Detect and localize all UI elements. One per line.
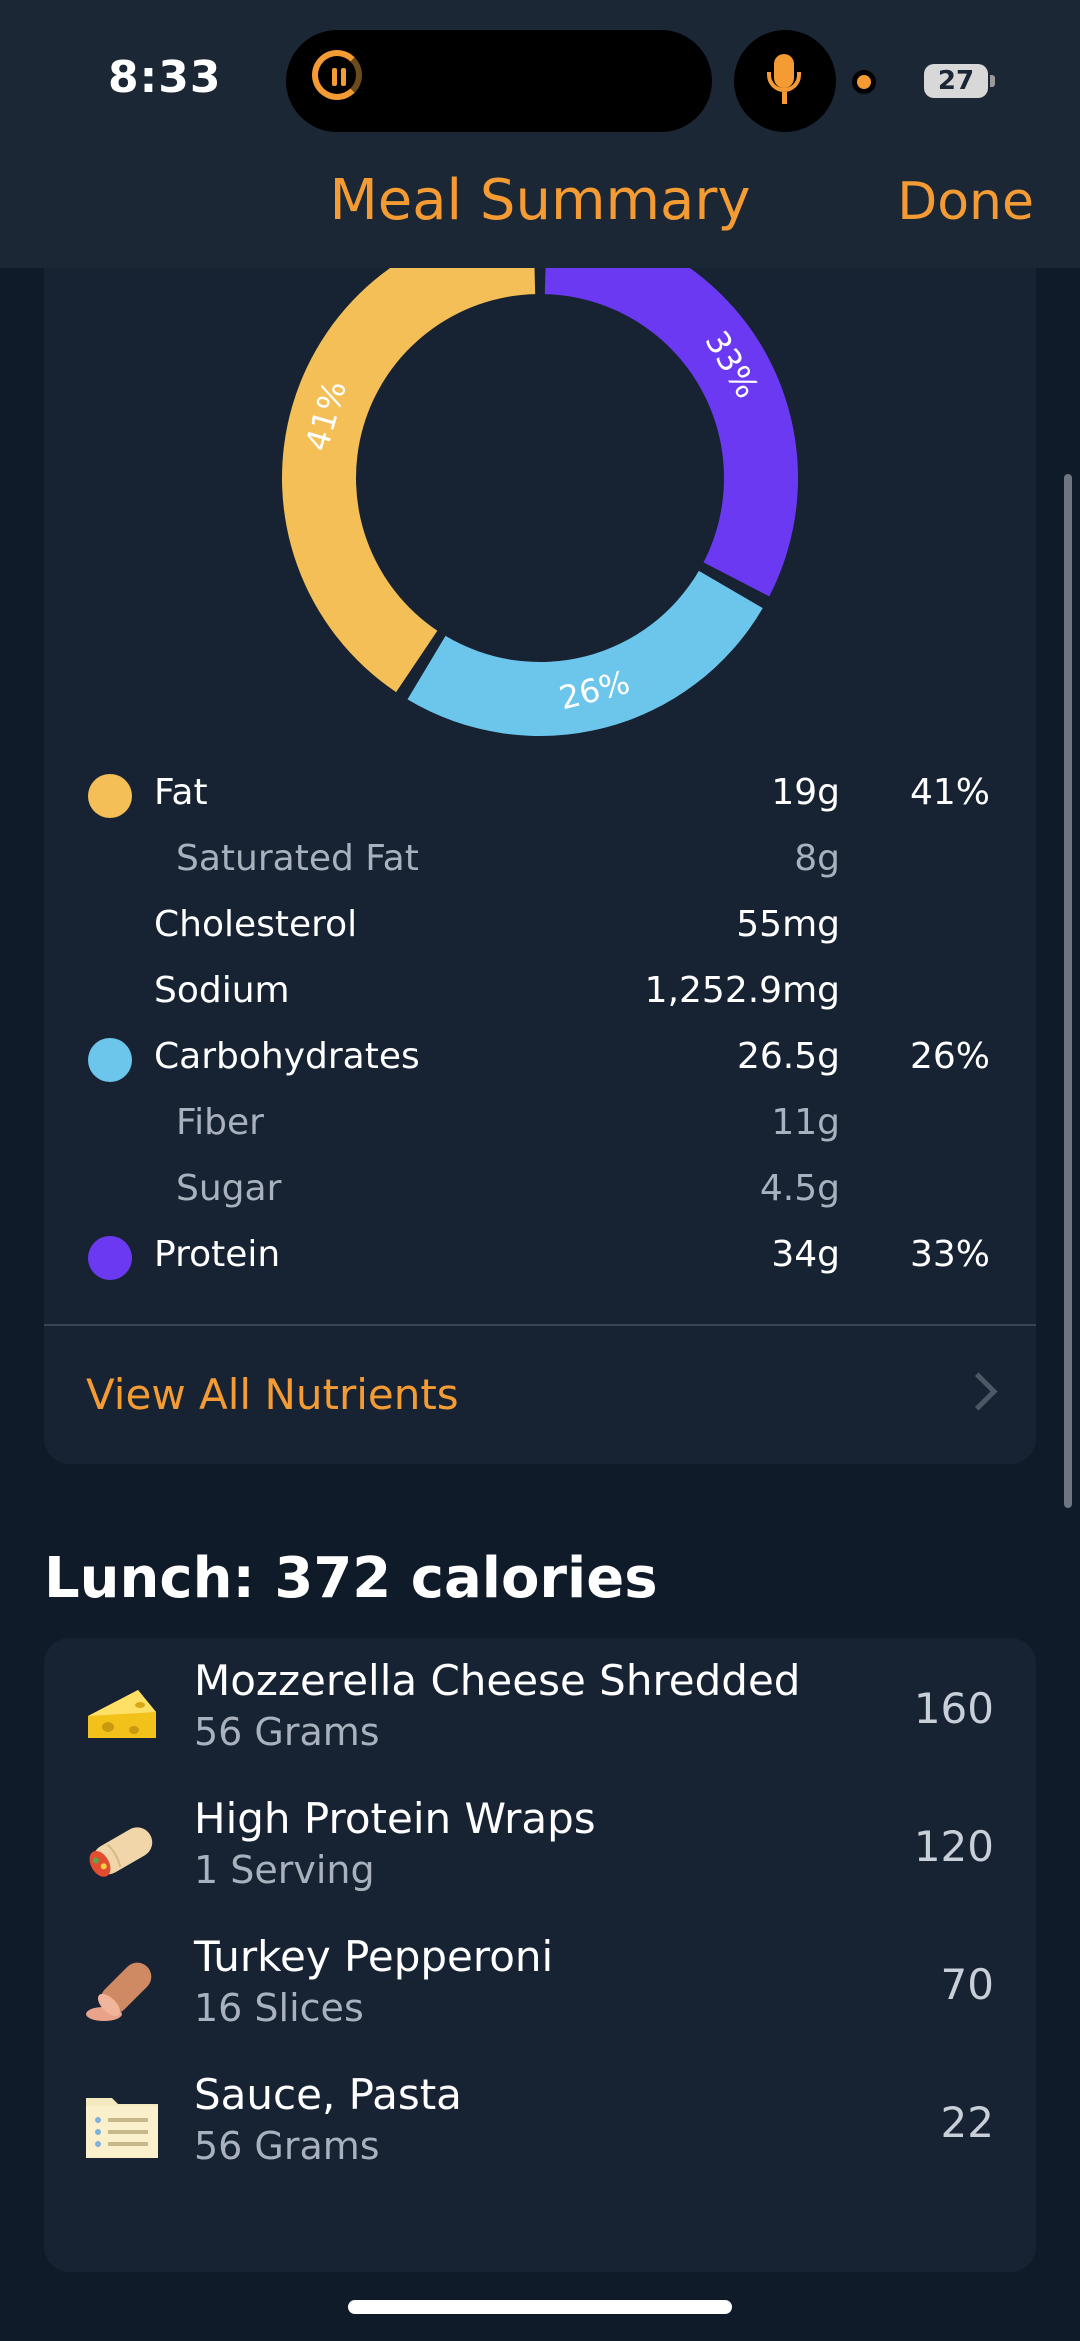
- nutrient-amount: 4.5g: [759, 1168, 840, 1209]
- page-title: Meal Summary: [329, 168, 751, 233]
- sausage-icon: [86, 1962, 152, 2021]
- nutrient-amount: 55mg: [736, 904, 840, 945]
- food-list-card: Mozzerella Cheese Shredded 56 Grams 160 …: [44, 1638, 1036, 2272]
- food-item-pasta-sauce[interactable]: Sauce, Pasta 56 Grams 22: [44, 2052, 1036, 2190]
- donut-slice-protein: [544, 220, 799, 597]
- nutrient-row-sugar: Sugar 4.5g: [44, 1160, 1036, 1226]
- food-name: Sauce, Pasta: [194, 2070, 462, 2119]
- nutrient-name: Fiber: [176, 1102, 264, 1143]
- battery-tip: [990, 75, 995, 87]
- protein-swatch: [88, 1236, 132, 1280]
- food-serving: 16 Slices: [194, 1986, 364, 2030]
- food-serving: 1 Serving: [194, 1848, 375, 1892]
- nutrient-name: Protein: [154, 1234, 281, 1275]
- food-name: High Protein Wraps: [194, 1794, 596, 1843]
- chevron-right-icon: [959, 1372, 998, 1411]
- nutrient-name: Fat: [154, 772, 208, 813]
- nutrition-card: [44, 120, 1036, 1464]
- nutrient-name: Cholesterol: [154, 904, 358, 945]
- microphone-indicator: [734, 30, 836, 132]
- nutrient-amount: 34g: [771, 1234, 840, 1275]
- recipe-card-icon: [86, 2098, 158, 2158]
- food-name: Mozzerella Cheese Shredded: [194, 1656, 801, 1705]
- nutrient-amount: 19g: [771, 772, 840, 813]
- nutrient-amount: 11g: [771, 1102, 840, 1143]
- nutrient-row-fat: Fat 19g 41%: [44, 764, 1036, 830]
- nutrient-row-protein: Protein 34g 33%: [44, 1226, 1036, 1292]
- nutrient-amount: 26.5g: [736, 1036, 840, 1077]
- carbohydrates-swatch: [88, 1038, 132, 1082]
- food-calories: 160: [913, 1684, 994, 1733]
- battery-icon: 27: [924, 64, 988, 98]
- food-serving: 56 Grams: [194, 2124, 380, 2168]
- nutrient-row-carbohydrates: Carbohydrates 26.5g 26%: [44, 1028, 1036, 1094]
- nutrient-row-cholesterol: Cholesterol 55mg: [44, 896, 1036, 962]
- nutrient-percent: 26%: [909, 1036, 990, 1077]
- cheese-icon: [88, 1690, 156, 1738]
- nutrient-row-saturated-fat: Saturated Fat 8g: [44, 830, 1036, 896]
- donut-slice-fat: [282, 220, 536, 693]
- food-name: Turkey Pepperoni: [194, 1932, 554, 1981]
- privacy-dot-icon: [852, 70, 876, 94]
- fat-swatch: [88, 774, 132, 818]
- nutrient-row-sodium: Sodium 1,252.9mg: [44, 962, 1036, 1028]
- nutrient-name: Saturated Fat: [176, 838, 419, 879]
- done-button[interactable]: Done: [897, 172, 1034, 232]
- status-time: 8:33: [108, 52, 222, 103]
- donut-svg: 33%26%41%: [282, 220, 799, 736]
- nutrient-percent: 33%: [909, 1234, 990, 1275]
- food-serving: 56 Grams: [194, 1710, 380, 1754]
- view-all-nutrients-button[interactable]: View All Nutrients: [44, 1326, 1036, 1464]
- dynamic-island[interactable]: [286, 30, 712, 132]
- food-item-wraps[interactable]: High Protein Wraps 1 Serving 120: [44, 1776, 1036, 1914]
- scrollbar[interactable]: [1064, 474, 1072, 1508]
- food-calories: 70: [940, 1960, 994, 2009]
- nutrient-amount: 8g: [794, 838, 840, 879]
- nutrient-row-fiber: Fiber 11g: [44, 1094, 1036, 1160]
- nutrient-percent: 41%: [909, 772, 990, 813]
- nutrient-name: Carbohydrates: [154, 1036, 420, 1077]
- food-calories: 120: [913, 1822, 994, 1871]
- burrito-icon: [89, 1827, 153, 1877]
- divider: [44, 1324, 1036, 1326]
- meal-title: Lunch: 372 calories: [44, 1546, 658, 1611]
- top-bar: 8:33 27 Meal Summary Done: [0, 0, 1080, 268]
- macro-donut-chart: 33% 26% 41%: [0, 0, 1080, 760]
- food-calories: 22: [940, 2098, 994, 2147]
- food-item-pepperoni[interactable]: Turkey Pepperoni 16 Slices 70: [44, 1914, 1036, 2052]
- nutrient-amount: 1,252.9mg: [644, 970, 840, 1011]
- pause-icon: [312, 50, 362, 100]
- nutrient-name: Sugar: [176, 1168, 282, 1209]
- food-item-mozzarella[interactable]: Mozzerella Cheese Shredded 56 Grams 160: [44, 1638, 1036, 1776]
- nutrient-name: Sodium: [154, 970, 290, 1011]
- donut-slice-carbohydrates: [407, 570, 763, 736]
- home-indicator[interactable]: [348, 2300, 732, 2314]
- view-all-nutrients-label: View All Nutrients: [86, 1370, 459, 1419]
